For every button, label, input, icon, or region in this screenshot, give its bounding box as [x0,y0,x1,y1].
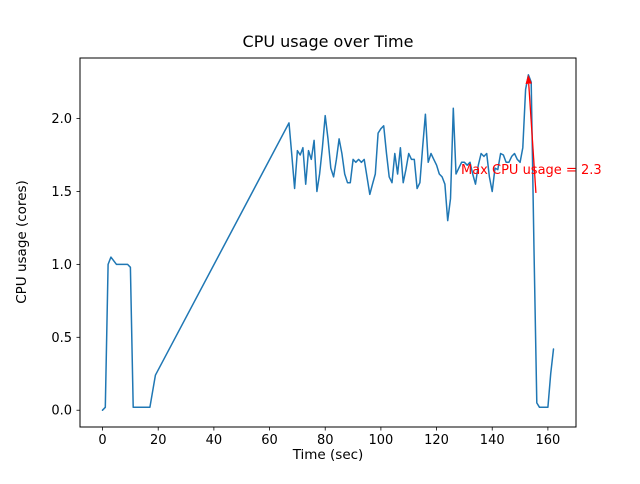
annotation-arrow-head [525,74,532,84]
y-tick-label: 2.0 [51,112,72,127]
x-tick-label: 20 [150,433,167,448]
axes-layer: 0 20 40 60 80 100 120 140 160 0.0 0.5 1.0 1.5 2.0 [51,57,577,448]
plot-border [79,57,577,428]
y-tick-label: 1.0 [51,258,72,273]
chart-title: CPU usage over Time [243,32,414,51]
x-tick-label: 100 [368,433,393,448]
y-tick-label: 0.5 [51,331,72,346]
x-axis-label: Time (sec) [292,447,364,463]
x-tick-label: 80 [317,433,334,448]
y-axis-label: CPU usage (cores) [14,180,30,304]
x-tick-label: 160 [535,433,560,448]
x-tick-label: 40 [206,433,223,448]
cpu-usage-line [101,74,555,411]
x-tick-label: 120 [424,433,449,448]
y-tick-label: 0.0 [51,404,72,419]
max-cpu-annotation-text: Max CPU usage = 2.3 [461,163,602,178]
x-tick-label: 60 [261,433,278,448]
annotation-arrow-shaft [528,83,537,193]
x-tick-label: 0 [98,433,106,448]
x-tick-label: 140 [480,433,505,448]
y-tick-label: 1.5 [51,185,72,200]
